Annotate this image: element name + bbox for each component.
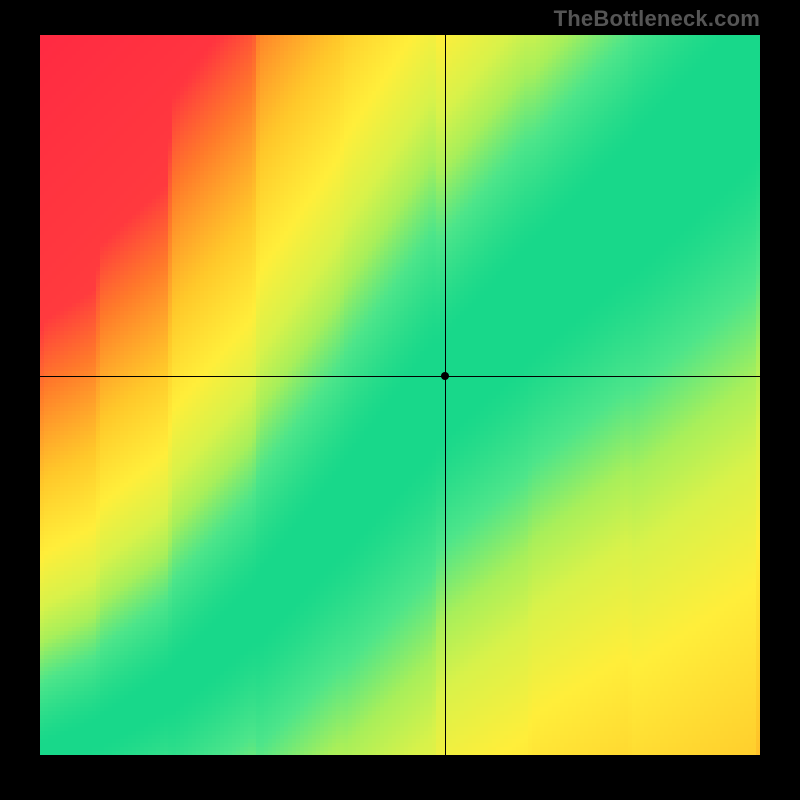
watermark-text: TheBottleneck.com xyxy=(554,6,760,32)
heatmap-canvas xyxy=(40,35,760,755)
heatmap-plot-area xyxy=(40,35,760,755)
